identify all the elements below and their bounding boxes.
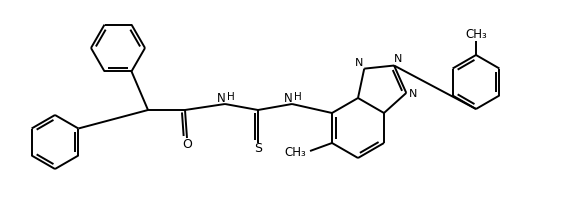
Text: CH₃: CH₃ — [284, 146, 306, 160]
Text: N: N — [409, 89, 418, 99]
Text: CH₃: CH₃ — [465, 28, 487, 42]
Text: N: N — [284, 92, 292, 104]
Text: N: N — [216, 92, 225, 104]
Text: H: H — [227, 92, 235, 102]
Text: H: H — [294, 92, 302, 102]
Text: N: N — [355, 58, 364, 68]
Text: S: S — [254, 142, 262, 156]
Text: O: O — [182, 137, 192, 151]
Text: N: N — [393, 54, 402, 64]
